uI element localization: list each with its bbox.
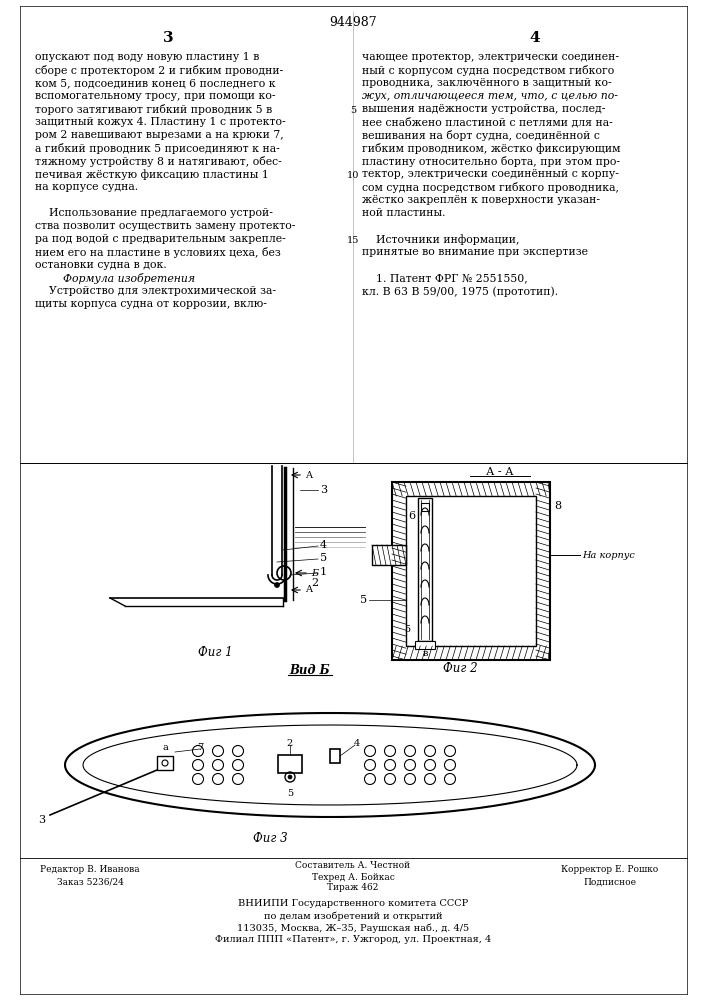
Text: Фиг 2: Фиг 2 xyxy=(443,662,477,674)
Circle shape xyxy=(288,775,292,779)
Text: 5: 5 xyxy=(404,626,410,635)
Text: ства позволит осуществить замену протекто-: ства позволит осуществить замену протект… xyxy=(35,221,296,231)
Text: щиты корпуса судна от коррозии, вклю-: щиты корпуса судна от коррозии, вклю- xyxy=(35,299,267,309)
Text: нее снабжено пластиной с петлями для на-: нее снабжено пластиной с петлями для на- xyxy=(362,117,613,128)
Text: 3: 3 xyxy=(320,485,327,495)
Text: Тираж 462: Тираж 462 xyxy=(327,884,379,892)
Text: Филиал ППП «Патент», г. Ужгород, ул. Проектная, 4: Филиал ППП «Патент», г. Ужгород, ул. Про… xyxy=(215,936,491,944)
Text: 6: 6 xyxy=(408,511,415,521)
Text: ВНИИПИ Государственного комитета СССР: ВНИИПИ Государственного комитета СССР xyxy=(238,900,468,908)
Bar xyxy=(415,641,435,649)
Text: вышения надёжности устройства, послед-: вышения надёжности устройства, послед- xyxy=(362,104,605,114)
Text: ком 5, подсоединив конец 6 последнего к: ком 5, подсоединив конец 6 последнего к xyxy=(35,78,276,88)
Text: жёстко закреплён к поверхности указан-: жёстко закреплён к поверхности указан- xyxy=(362,195,600,205)
Text: Источники информации,: Источники информации, xyxy=(362,234,520,245)
Bar xyxy=(421,503,429,511)
Text: а: а xyxy=(162,742,168,752)
Text: пластину относительно борта, при этом про-: пластину относительно борта, при этом пр… xyxy=(362,156,620,167)
Bar xyxy=(392,482,550,660)
Bar xyxy=(157,756,173,770)
Text: а гибкий проводник 5 присоединяют к на-: а гибкий проводник 5 присоединяют к на- xyxy=(35,143,280,154)
Text: ром 2 навешивают вырезами а на крюки 7,: ром 2 навешивают вырезами а на крюки 7, xyxy=(35,130,284,140)
Text: Корректор Е. Рошко: Корректор Е. Рошко xyxy=(561,865,659,874)
Text: Заказ 5236/24: Заказ 5236/24 xyxy=(57,878,124,886)
Text: 2: 2 xyxy=(311,578,318,588)
Text: 10: 10 xyxy=(347,171,359,180)
Bar xyxy=(406,496,536,646)
Bar xyxy=(330,749,340,763)
Text: Подписное: Подписное xyxy=(583,878,636,886)
Text: тяжному устройству 8 и натягивают, обес-: тяжному устройству 8 и натягивают, обес- xyxy=(35,156,282,167)
Text: Редактор В. Иванова: Редактор В. Иванова xyxy=(40,865,140,874)
Bar xyxy=(418,498,432,641)
Text: сом судна посредством гибкого проводника,: сом судна посредством гибкого проводника… xyxy=(362,182,619,193)
Text: ный с корпусом судна посредством гибкого: ный с корпусом судна посредством гибкого xyxy=(362,65,614,76)
Text: торого затягивают гибкий проводник 5 в: торого затягивают гибкий проводник 5 в xyxy=(35,104,272,115)
Text: защитный кожух 4. Пластину 1 с протекто-: защитный кожух 4. Пластину 1 с протекто- xyxy=(35,117,286,127)
Text: проводника, заключённого в защитный ко-: проводника, заключённого в защитный ко- xyxy=(362,78,612,88)
Text: 4: 4 xyxy=(530,31,540,45)
Text: жух, отличающееся тем, что, с целью по-: жух, отличающееся тем, что, с целью по- xyxy=(362,91,618,101)
Text: чающее протектор, электрически соединен-: чающее протектор, электрически соединен- xyxy=(362,52,619,62)
Text: 5: 5 xyxy=(360,595,367,605)
Text: 3: 3 xyxy=(163,31,173,45)
Text: Фиг 3: Фиг 3 xyxy=(252,832,287,844)
Text: опускают под воду новую пластину 1 в: опускают под воду новую пластину 1 в xyxy=(35,52,259,62)
Circle shape xyxy=(274,582,279,587)
Text: 1. Патент ФРГ № 2551550,: 1. Патент ФРГ № 2551550, xyxy=(362,273,527,283)
Text: Устройство для электрохимической за-: Устройство для электрохимической за- xyxy=(35,286,276,296)
Text: 5: 5 xyxy=(350,106,356,115)
Text: Техред А. Бойкас: Техред А. Бойкас xyxy=(312,872,395,882)
Text: 5: 5 xyxy=(320,553,327,563)
Text: 2: 2 xyxy=(287,738,293,748)
Text: гибким проводником, жёстко фиксирующим: гибким проводником, жёстко фиксирующим xyxy=(362,143,621,154)
Text: вспомогательному тросу, при помощи ко-: вспомогательному тросу, при помощи ко- xyxy=(35,91,276,101)
Text: кл. В 63 В 59/00, 1975 (прототип).: кл. В 63 В 59/00, 1975 (прототип). xyxy=(362,286,558,297)
Text: 944987: 944987 xyxy=(329,15,377,28)
Text: 7: 7 xyxy=(197,742,203,752)
Text: 8: 8 xyxy=(554,501,561,511)
Text: в: в xyxy=(422,648,428,658)
Text: нием его на пластине в условиях цеха, без: нием его на пластине в условиях цеха, бе… xyxy=(35,247,281,258)
Text: вешивания на борт судна, соединённой с: вешивания на борт судна, соединённой с xyxy=(362,130,600,141)
Text: Б: Б xyxy=(311,568,318,578)
Text: ной пластины.: ной пластины. xyxy=(362,208,445,218)
Text: тектор, электрически соединённый с корпу-: тектор, электрически соединённый с корпу… xyxy=(362,169,619,179)
Text: 4: 4 xyxy=(320,540,327,550)
Text: A: A xyxy=(305,471,312,480)
Text: А - А: А - А xyxy=(486,467,514,477)
Text: 113035, Москва, Ж–35, Раушская наб., д. 4/5: 113035, Москва, Ж–35, Раушская наб., д. … xyxy=(237,923,469,933)
Text: Фиг 1: Фиг 1 xyxy=(198,646,233,658)
Text: на корпусе судна.: на корпусе судна. xyxy=(35,182,138,192)
Text: принятые во внимание при экспертизе: принятые во внимание при экспертизе xyxy=(362,247,588,257)
Text: печивая жёсткую фиксацию пластины 1: печивая жёсткую фиксацию пластины 1 xyxy=(35,169,269,180)
Text: 3: 3 xyxy=(38,815,45,825)
Text: сборе с протектором 2 и гибким проводни-: сборе с протектором 2 и гибким проводни- xyxy=(35,65,284,76)
Text: Составитель А. Честной: Составитель А. Честной xyxy=(296,861,411,870)
Text: остановки судна в док.: остановки судна в док. xyxy=(35,260,167,270)
Text: A: A xyxy=(305,585,312,594)
Text: 5: 5 xyxy=(287,788,293,798)
Text: Использование предлагаемого устрой-: Использование предлагаемого устрой- xyxy=(35,208,273,218)
Text: ра под водой с предварительным закрепле-: ра под водой с предварительным закрепле- xyxy=(35,234,286,244)
Text: 4: 4 xyxy=(354,738,360,748)
Bar xyxy=(372,545,406,565)
Text: 1: 1 xyxy=(320,567,327,577)
Text: Формула изобретения: Формула изобретения xyxy=(35,273,195,284)
Bar xyxy=(278,755,302,773)
Text: Вид Б: Вид Б xyxy=(290,664,330,676)
Text: 15: 15 xyxy=(347,236,359,245)
Text: по делам изобретений и открытий: по делам изобретений и открытий xyxy=(264,911,443,921)
Text: На корпус: На корпус xyxy=(582,550,635,560)
